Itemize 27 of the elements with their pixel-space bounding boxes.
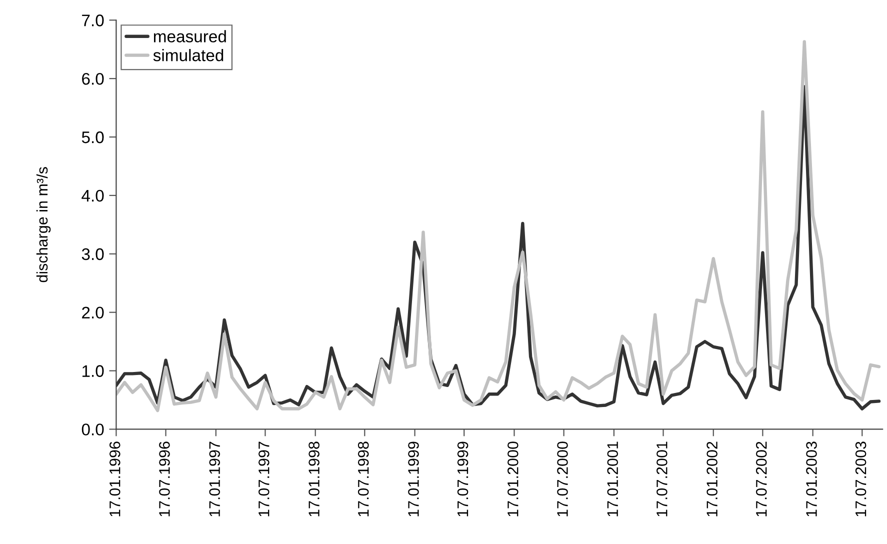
x-tick-label: 17.07.1996 — [159, 442, 170, 516]
y-tick-label: 6.0 — [82, 72, 104, 85]
x-tick-label: 17.07.2000 — [557, 442, 568, 516]
x-tick-label: 17.01.2000 — [508, 442, 518, 516]
x-tick-label: 17.01.2002 — [706, 442, 718, 516]
y-tick-label: 5.0 — [82, 131, 104, 144]
y-axis-title: discharge in m³/s — [36, 167, 51, 282]
legend-label: measured — [154, 30, 226, 42]
x-tick-label: 17.01.2001 — [607, 442, 618, 516]
y-tick-label: 7.0 — [82, 14, 104, 26]
y-tick-label: 1.0 — [82, 365, 104, 377]
x-tick-label: 17.01.1997 — [209, 442, 220, 516]
x-tick-label: 17.07.2003 — [855, 442, 866, 516]
y-tick-label: 0.0 — [82, 424, 104, 436]
y-tick-label: 2.0 — [82, 306, 104, 319]
x-tick-label: 17.07.1999 — [457, 442, 468, 516]
x-tick-label: 17.01.2003 — [806, 442, 817, 516]
x-tick-label: 17.01.1996 — [109, 442, 120, 516]
y-tick-label: 3.0 — [82, 248, 104, 260]
x-tick-label: 17.07.2001 — [656, 442, 668, 516]
x-tick-label: 17.07.1998 — [358, 442, 369, 516]
x-tick-label: 17.07.1997 — [258, 442, 270, 516]
x-tick-label: 17.07.2002 — [756, 442, 767, 516]
y-tick-label: 4.0 — [82, 190, 104, 202]
x-tick-label: 17.01.1998 — [308, 442, 320, 516]
x-tick-label: 17.01.1999 — [408, 442, 419, 516]
legend-label: simulated — [153, 49, 224, 62]
